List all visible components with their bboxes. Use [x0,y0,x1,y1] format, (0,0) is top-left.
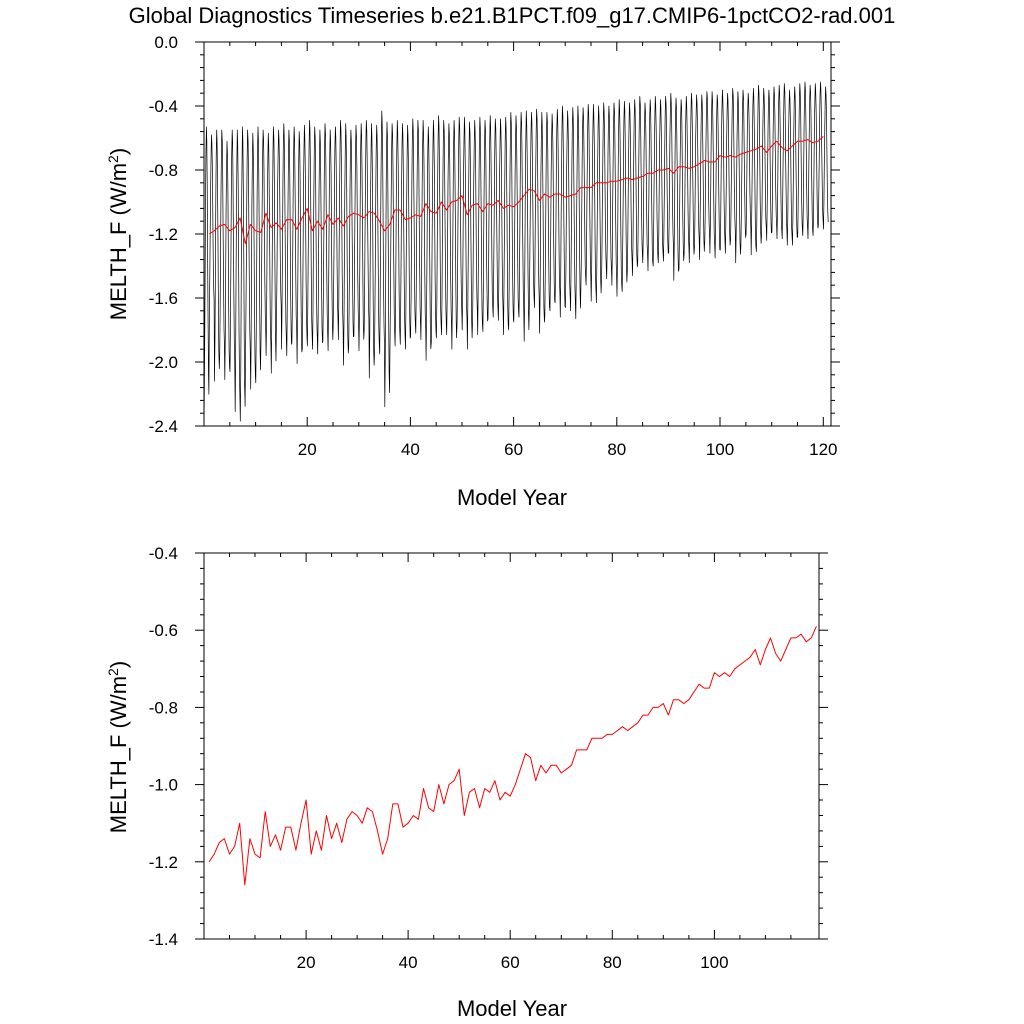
x-tick-label-0: 100 [706,440,734,459]
x-axis-label-bottom: Model Year [457,996,567,1021]
y-tick-label-1: -0.6 [149,621,178,640]
tick-marks-top [195,41,840,427]
y-tick-label-0: -0.8 [149,161,178,180]
y-tick-label-0: 0.0 [154,33,178,52]
tick-labels-bottom: 20 40 60 80 100 -0.4 -0.6 -0.8 -1.0 -1.2 -1.4 [149,544,729,972]
y-axis-label-bottom: MELTH_F (W/m2) [105,661,131,833]
y-axis-label-top: MELTH_F (W/m2) [105,148,131,320]
x-tick-label-0: 80 [607,440,626,459]
x-tick-label-1: 20 [297,953,316,972]
x-tick-label-1: 60 [501,953,520,972]
y-tick-label-0: -0.4 [149,97,178,116]
y-tick-label-0: -1.6 [149,289,178,308]
panel-top: 20 40 60 80 100 120 0.0 -0.4 -0.8 -1.2 -1.6 -2.0 -2.… [105,33,840,510]
annual-mean-line-1 [208,626,817,886]
x-tick-label-0: 60 [504,440,523,459]
y-tick-label-1: -1.2 [149,853,178,872]
x-axis-label-top: Model Year [457,485,567,510]
y-tick-label-1: -1.4 [149,930,178,949]
y-tick-label-1: -1.0 [149,776,178,795]
tick-marks-bottom [195,552,828,940]
plot-area-bottom [208,626,817,886]
annual-mean-line-0 [208,136,824,245]
y-tick-label-0: -2.4 [149,417,178,436]
x-tick-label-1: 100 [700,953,728,972]
y-tick-label-1: -0.4 [149,544,178,563]
x-tick-label-1: 80 [603,953,622,972]
y-tick-label-0: -1.2 [149,225,178,244]
x-tick-label-0: 20 [298,440,317,459]
plot-area-top [203,81,829,422]
tick-labels-top: 20 40 60 80 100 120 0.0 -0.4 -0.8 -1.2 -1.6 -2.0 -2.… [149,33,838,459]
y-tick-label-0: -2.0 [149,353,178,372]
plot-frame-bottom [203,552,820,940]
x-tick-label-0: 40 [401,440,420,459]
x-tick-label-0: 120 [809,440,837,459]
monthly-series-line-0 [203,81,829,422]
figure-title: Global Diagnostics Timeseries b.e21.B1PC… [129,3,896,28]
y-tick-label-1: -0.8 [149,698,178,717]
x-tick-label-1: 40 [399,953,418,972]
panel-bottom: 20 40 60 80 100 -0.4 -0.6 -0.8 -1.0 -1.2 -1.4 Mode… [105,544,828,1021]
